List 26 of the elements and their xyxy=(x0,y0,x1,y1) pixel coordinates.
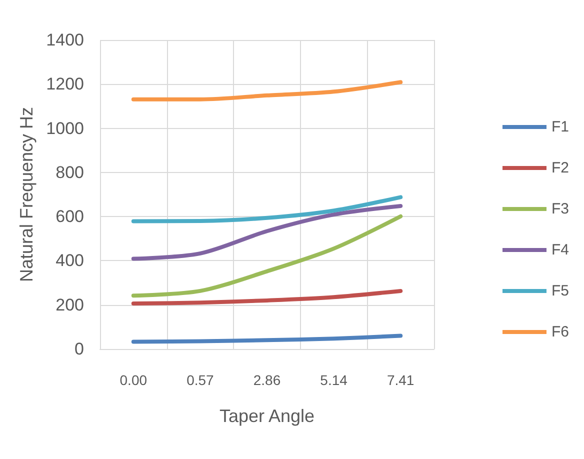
x-tick-label: 2.86 xyxy=(253,372,281,388)
legend-label: F2 xyxy=(551,160,570,176)
x-tick-label: 0.00 xyxy=(120,372,148,388)
line-series xyxy=(131,195,403,224)
x-tick-label: 5.14 xyxy=(320,372,348,388)
line-series xyxy=(131,204,403,261)
y-axis-title: Natural Frequency Hz xyxy=(16,106,36,282)
y-tick-label: 800 xyxy=(56,162,84,182)
y-tick-label: 1200 xyxy=(46,74,84,94)
y-tick-label: 0 xyxy=(74,340,84,358)
line-series xyxy=(131,288,403,306)
y-tick-label: 1000 xyxy=(46,118,84,138)
line-series xyxy=(131,80,403,102)
y-tick-label: 600 xyxy=(56,207,84,226)
y-tick-label: 1400 xyxy=(46,30,84,50)
legend-label: F1 xyxy=(551,118,570,136)
x-axis-title: Taper Angle xyxy=(219,406,315,426)
line-series xyxy=(131,214,403,298)
legend-label: F3 xyxy=(551,200,570,218)
y-tick-label: 200 xyxy=(56,295,84,314)
legend-label: F4 xyxy=(551,242,570,258)
y-tick-label: 400 xyxy=(56,251,84,270)
legend-label: F5 xyxy=(551,282,570,300)
legend-label: F6 xyxy=(551,324,570,340)
x-tick-label: 0.57 xyxy=(186,372,214,388)
x-tick-label: 7.41 xyxy=(386,372,414,388)
